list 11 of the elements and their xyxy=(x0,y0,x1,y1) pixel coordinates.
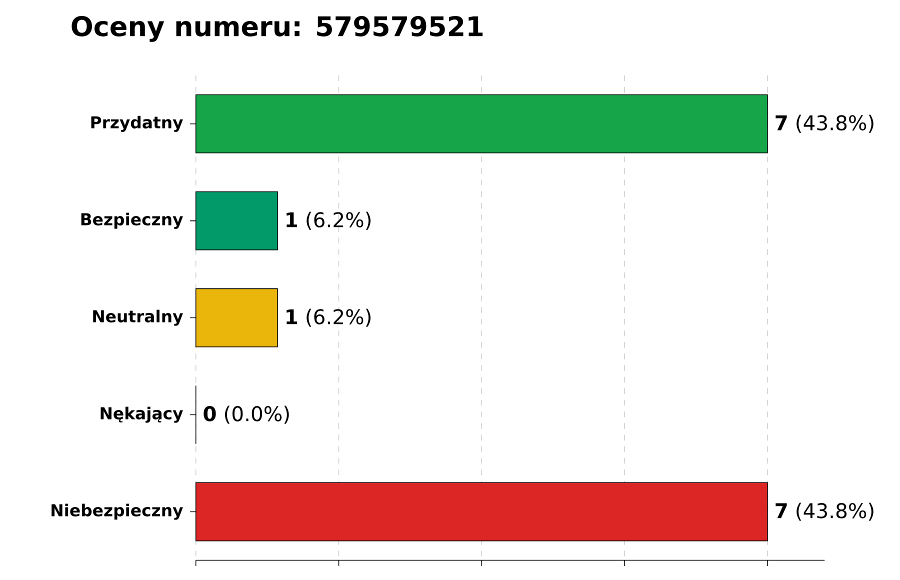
data-label: 7 (43.8%) xyxy=(776,115,874,134)
y-tick-label: Nękający xyxy=(100,406,183,424)
y-tick-label: Neutralny xyxy=(93,310,183,326)
data-label: 1 (6.2%) xyxy=(286,308,371,328)
data-label: 0 (0.0%) xyxy=(204,406,289,424)
data-label: 1 (6.2%) xyxy=(286,212,371,230)
y-tick-label: Niebezpieczny xyxy=(52,504,183,520)
y-tick-label: Bezpieczny xyxy=(81,213,183,230)
y-tick-label: Przydatny xyxy=(91,116,183,132)
chart-title: Oceny numeru: 579579521 xyxy=(72,16,483,42)
data-label: 7 (43.8%) xyxy=(776,502,874,521)
